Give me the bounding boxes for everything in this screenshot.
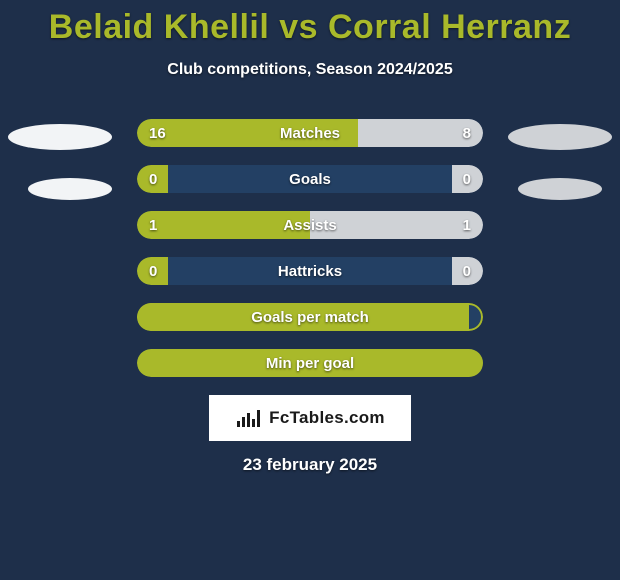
comparison-rows: Matches168Goals00Assists11Hattricks00Goa… [0, 119, 620, 377]
stat-row: Goals0 0 [137, 165, 483, 193]
stat-row: Goals per match [137, 303, 483, 331]
date-label: 23 february 2025 [0, 455, 620, 475]
stat-label: Min per goal [137, 349, 483, 377]
site-label: FcTables.com [269, 408, 385, 428]
page-subtitle: Club competitions, Season 2024/2025 [0, 61, 620, 79]
stat-label: Hattricks [137, 257, 483, 285]
stat-label: Goals per match [137, 303, 483, 331]
site-logo-icon [235, 407, 263, 429]
comparison-infographic: Belaid Khellil vs Corral Herranz Club co… [0, 0, 620, 580]
stat-left-value: 0 [149, 257, 157, 285]
stat-left-value: 16 [149, 119, 166, 147]
stat-right-value: 1 [463, 211, 471, 239]
player-badge [8, 124, 112, 150]
stat-left-value: 0 [149, 165, 157, 193]
stat-label: Goals [137, 165, 483, 193]
stat-right-value: 8 [463, 119, 471, 147]
stat-right-value: 0 [463, 257, 471, 285]
stat-label: Matches [137, 119, 483, 147]
site-badge: FcTables.com [209, 395, 411, 441]
player-badge [518, 178, 602, 200]
stat-row: Hattricks0 0 [137, 257, 483, 285]
stat-right-value: 0 [463, 165, 471, 193]
page-title: Belaid Khellil vs Corral Herranz [0, 0, 620, 47]
stat-label: Assists [137, 211, 483, 239]
player-badge [28, 178, 112, 200]
stat-row: Assists1 1 [137, 211, 483, 239]
player-badge [508, 124, 612, 150]
stat-row: Min per goal [137, 349, 483, 377]
stat-row: Matches16 8 [137, 119, 483, 147]
stat-left-value: 1 [149, 211, 157, 239]
